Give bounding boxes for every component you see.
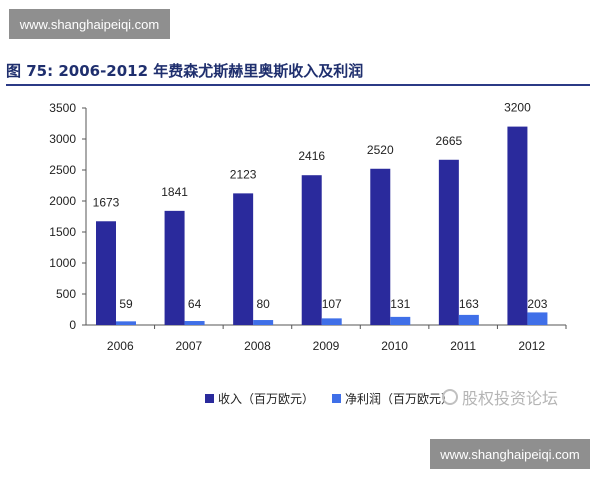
title-divider: [6, 84, 590, 86]
data-label-net-profit: 163: [459, 297, 479, 311]
brand-watermark-text: 股权投资论坛: [462, 389, 559, 408]
data-label-net-profit: 80: [256, 297, 270, 311]
y-tick-label: 0: [69, 318, 76, 332]
x-tick-label: 2008: [244, 339, 271, 353]
brand-logo-icon: [442, 389, 458, 405]
watermark-bottom: www.shanghaipeiqi.com: [430, 439, 590, 469]
brand-watermark: 股权投资论坛: [442, 385, 558, 409]
data-label-revenue: 2520: [367, 143, 394, 157]
data-label-revenue: 2123: [230, 167, 257, 181]
data-label-net-profit: 203: [527, 297, 547, 311]
y-tick-label: 2500: [49, 163, 76, 177]
bar-net-profit: [253, 320, 274, 325]
data-label-revenue: 1673: [93, 195, 120, 209]
x-tick-label: 2009: [313, 339, 340, 353]
watermark-top: www.shanghaipeiqi.com: [9, 9, 170, 39]
bar-net-profit: [390, 316, 411, 325]
bar-revenue: [370, 168, 391, 325]
x-tick-label: 2006: [107, 339, 134, 353]
y-tick-label: 3000: [49, 132, 76, 146]
y-tick-label: 1000: [49, 256, 76, 270]
bar-revenue: [507, 126, 528, 325]
data-label-revenue: 2416: [298, 149, 325, 163]
y-tick-label: 1500: [49, 225, 76, 239]
bar-net-profit: [458, 314, 479, 325]
y-tick-label: 3500: [49, 101, 76, 115]
y-tick-label: 2000: [49, 194, 76, 208]
legend-swatch-revenue: [205, 394, 214, 403]
legend-item-revenue: 收入（百万欧元）: [205, 390, 314, 407]
legend-item-net-profit: 净利润（百万欧元）: [332, 390, 453, 407]
x-tick-label: 2011: [450, 339, 476, 353]
bar-net-profit: [527, 312, 548, 325]
bar-revenue: [96, 221, 116, 325]
legend-label-net-profit: 净利润（百万欧元）: [345, 392, 454, 406]
bar-net-profit: [116, 321, 136, 325]
data-label-revenue: 2665: [436, 134, 463, 148]
data-label-net-profit: 107: [322, 297, 342, 311]
data-label-revenue: 1841: [161, 185, 188, 199]
bar-revenue: [301, 175, 322, 325]
data-label-net-profit: 131: [390, 297, 410, 311]
bar-revenue: [438, 159, 459, 325]
legend-swatch-net-profit: [332, 394, 341, 403]
data-label-net-profit: 64: [188, 297, 202, 311]
x-tick-label: 2012: [518, 339, 545, 353]
legend-label-revenue: 收入（百万欧元）: [218, 392, 315, 406]
bar-revenue: [164, 210, 185, 325]
bar-net-profit: [321, 318, 342, 325]
bar-revenue: [233, 193, 254, 325]
data-label-revenue: 3200: [504, 101, 531, 115]
y-tick-label: 500: [56, 287, 76, 301]
data-label-net-profit: 59: [119, 297, 133, 311]
bar-net-profit: [184, 321, 205, 325]
figure-title: 图 75: 2006-2012 年费森尤斯赫里奥斯收入及利润: [6, 62, 364, 80]
x-tick-label: 2007: [176, 339, 203, 353]
x-tick-label: 2010: [381, 339, 408, 353]
